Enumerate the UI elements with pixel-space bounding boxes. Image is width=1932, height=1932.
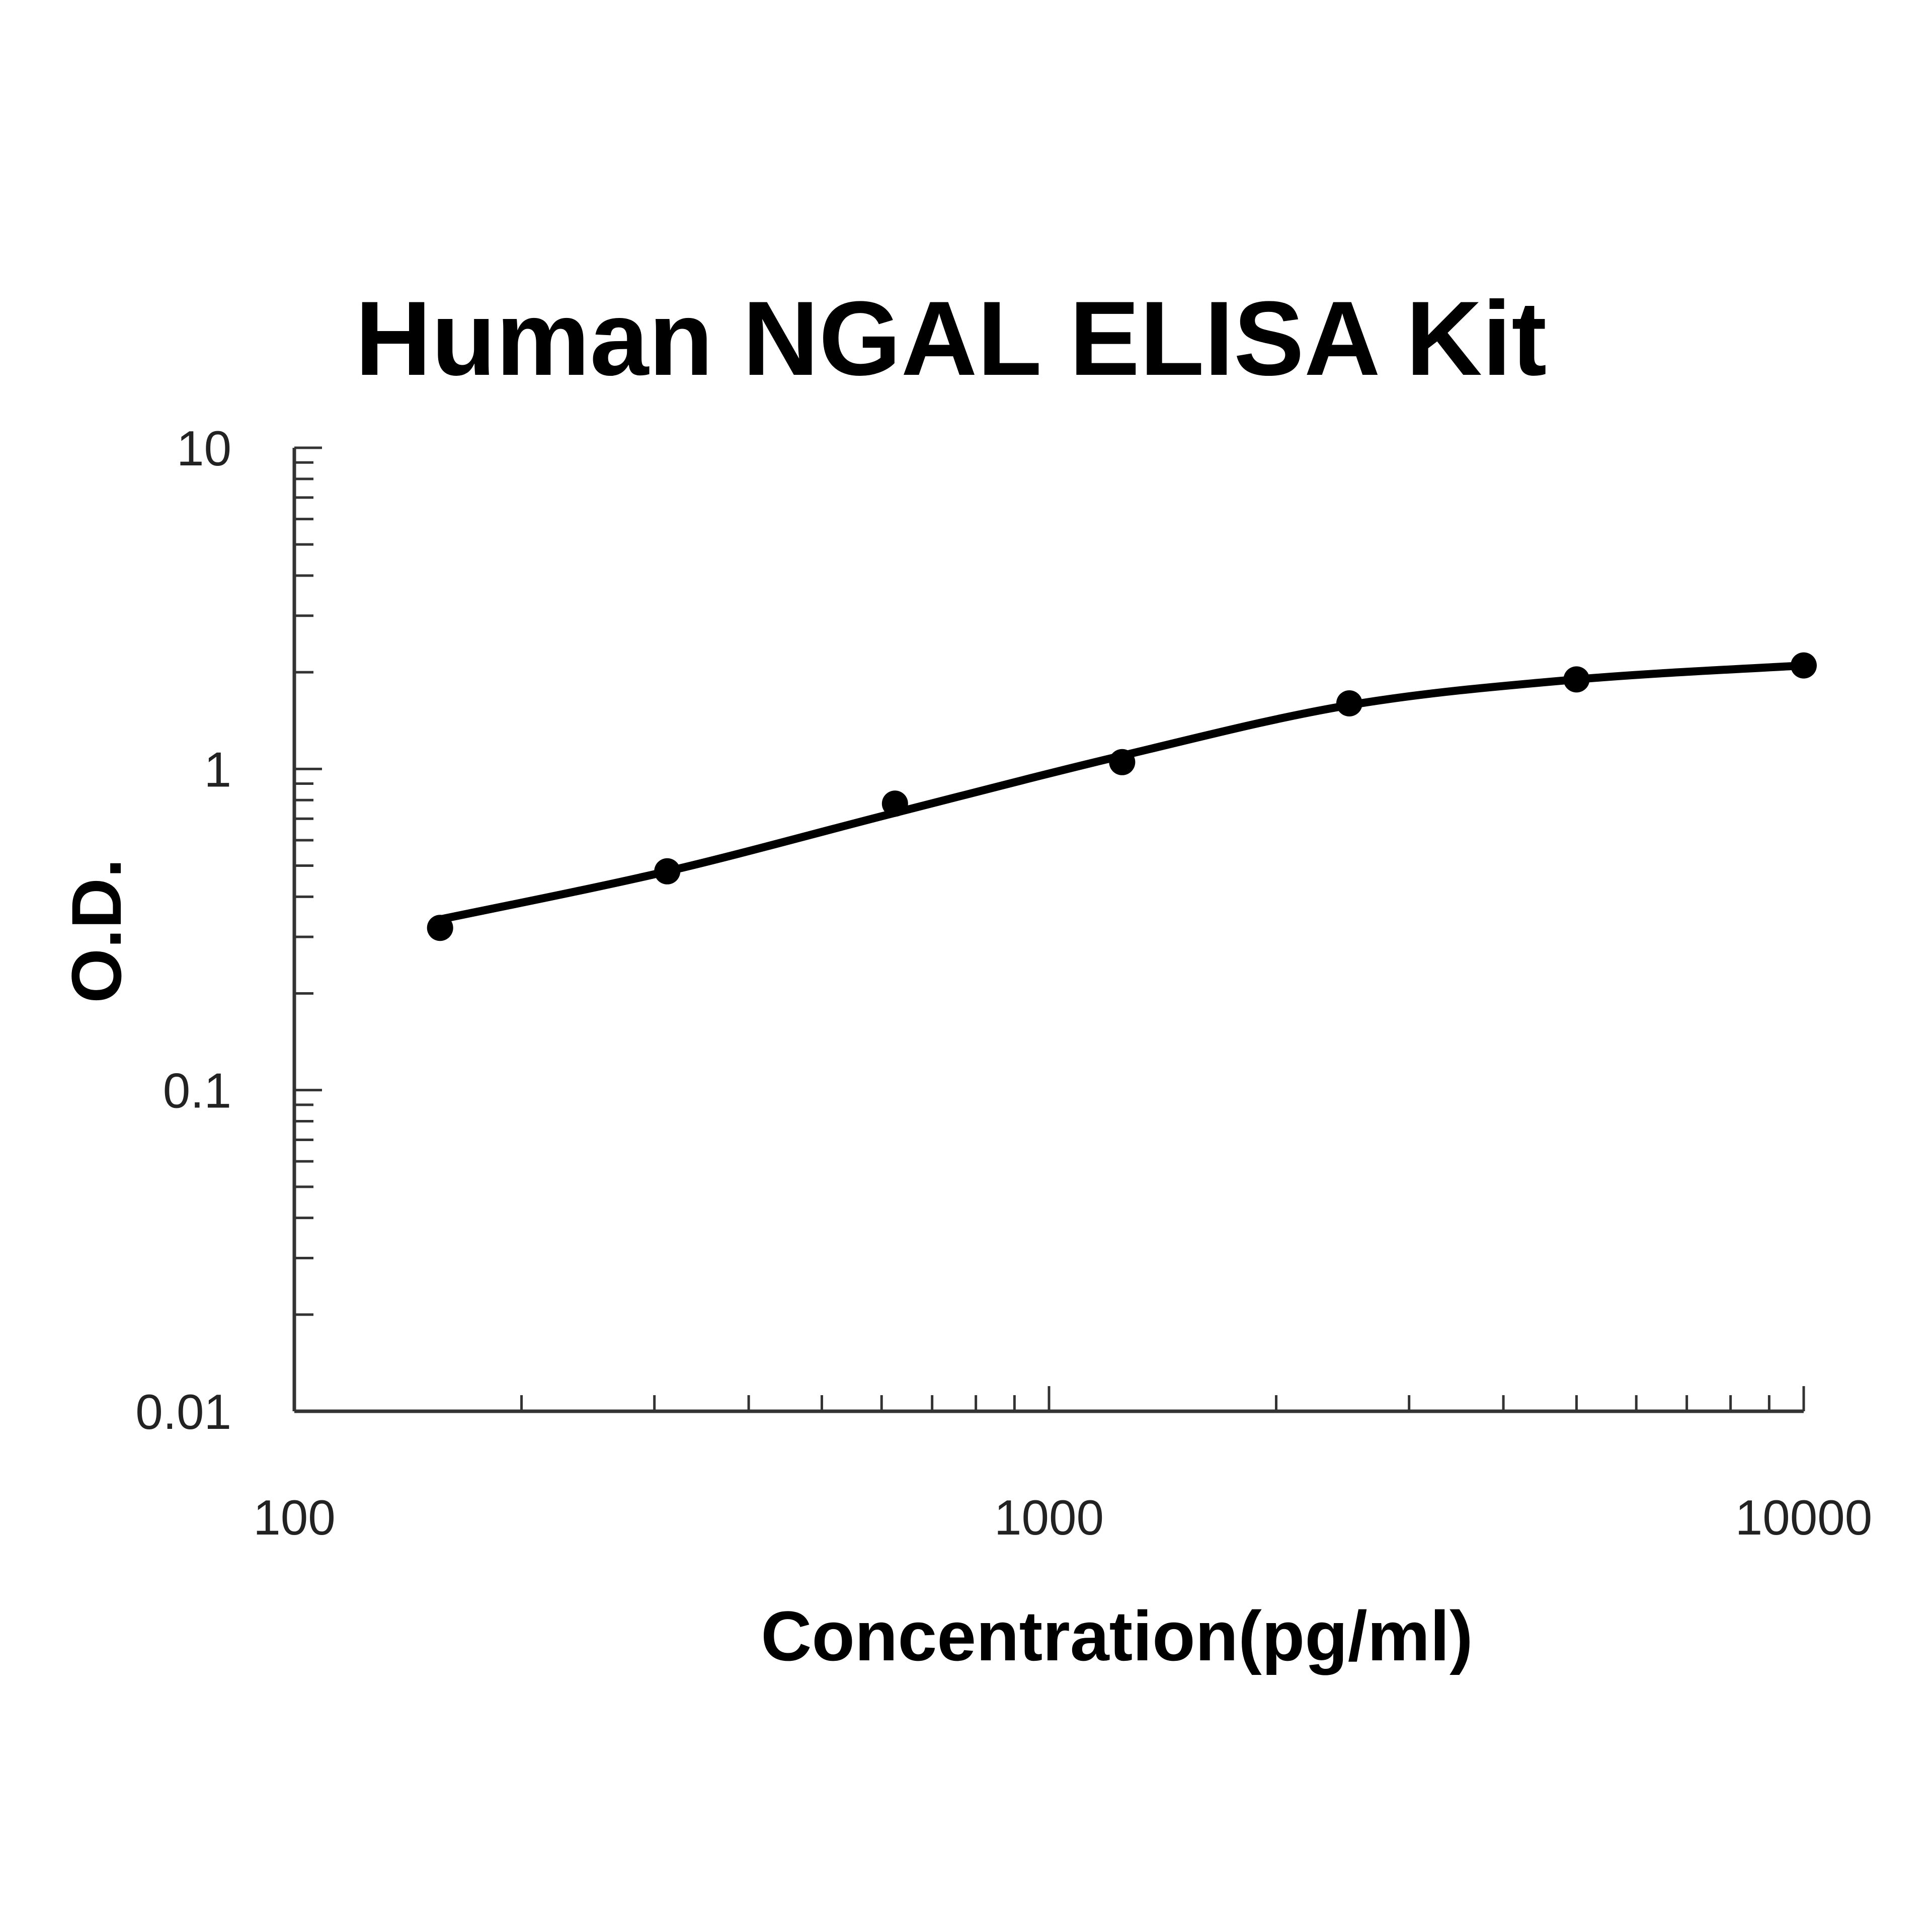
chart-title: Human NGAL ELISA Kit <box>355 279 1547 397</box>
y-axis-label: O.D. <box>57 858 136 1003</box>
tick-labels: 0.01 0.1 1 10 100 1000 10000 <box>135 421 1872 1545</box>
y-tick-label: 1 <box>204 742 231 797</box>
y-tick-label: 0.01 <box>135 1384 231 1439</box>
x-tick-label: 1000 <box>994 1490 1104 1545</box>
fit-curve-group <box>436 661 1808 924</box>
x-tick-label: 10000 <box>1735 1490 1873 1545</box>
data-point <box>1563 666 1590 693</box>
data-points <box>427 652 1817 941</box>
axis-ticks <box>293 446 1805 1413</box>
fit-curve <box>436 661 1808 924</box>
y-tick-label: 10 <box>177 421 231 476</box>
data-point <box>1109 749 1136 775</box>
x-tick-label: 100 <box>253 1490 336 1545</box>
data-point <box>1791 652 1817 679</box>
data-point <box>881 790 908 817</box>
data-point <box>427 915 453 941</box>
data-point <box>654 858 681 884</box>
x-axis-label: Concentration(pg/ml) <box>761 1596 1473 1675</box>
y-tick-label: 0.1 <box>163 1063 231 1118</box>
data-point <box>1336 690 1362 717</box>
axes <box>292 448 1804 1413</box>
